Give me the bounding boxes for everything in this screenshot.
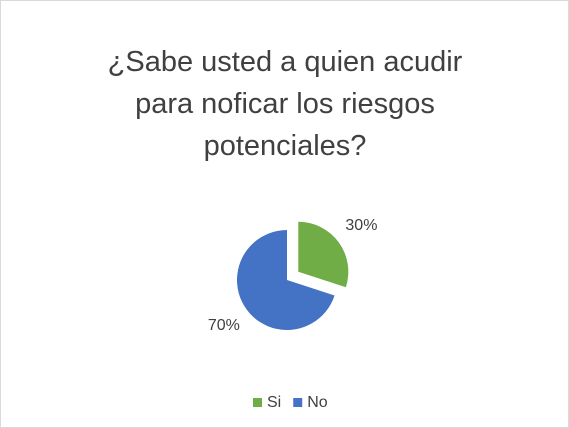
legend-label: No xyxy=(307,394,328,411)
data-label: 30% xyxy=(345,217,377,234)
pie-slice xyxy=(298,221,349,288)
legend-swatch xyxy=(253,398,262,407)
legend-swatch xyxy=(293,398,303,407)
data-label: 70% xyxy=(208,317,240,334)
pie-slice xyxy=(237,230,335,330)
legend-label: Si xyxy=(267,394,281,411)
chart-title: ¿Sabe usted a quien acudir para noficar … xyxy=(107,46,463,162)
